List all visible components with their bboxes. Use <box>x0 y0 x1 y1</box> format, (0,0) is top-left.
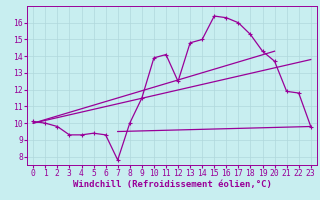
X-axis label: Windchill (Refroidissement éolien,°C): Windchill (Refroidissement éolien,°C) <box>73 180 271 189</box>
